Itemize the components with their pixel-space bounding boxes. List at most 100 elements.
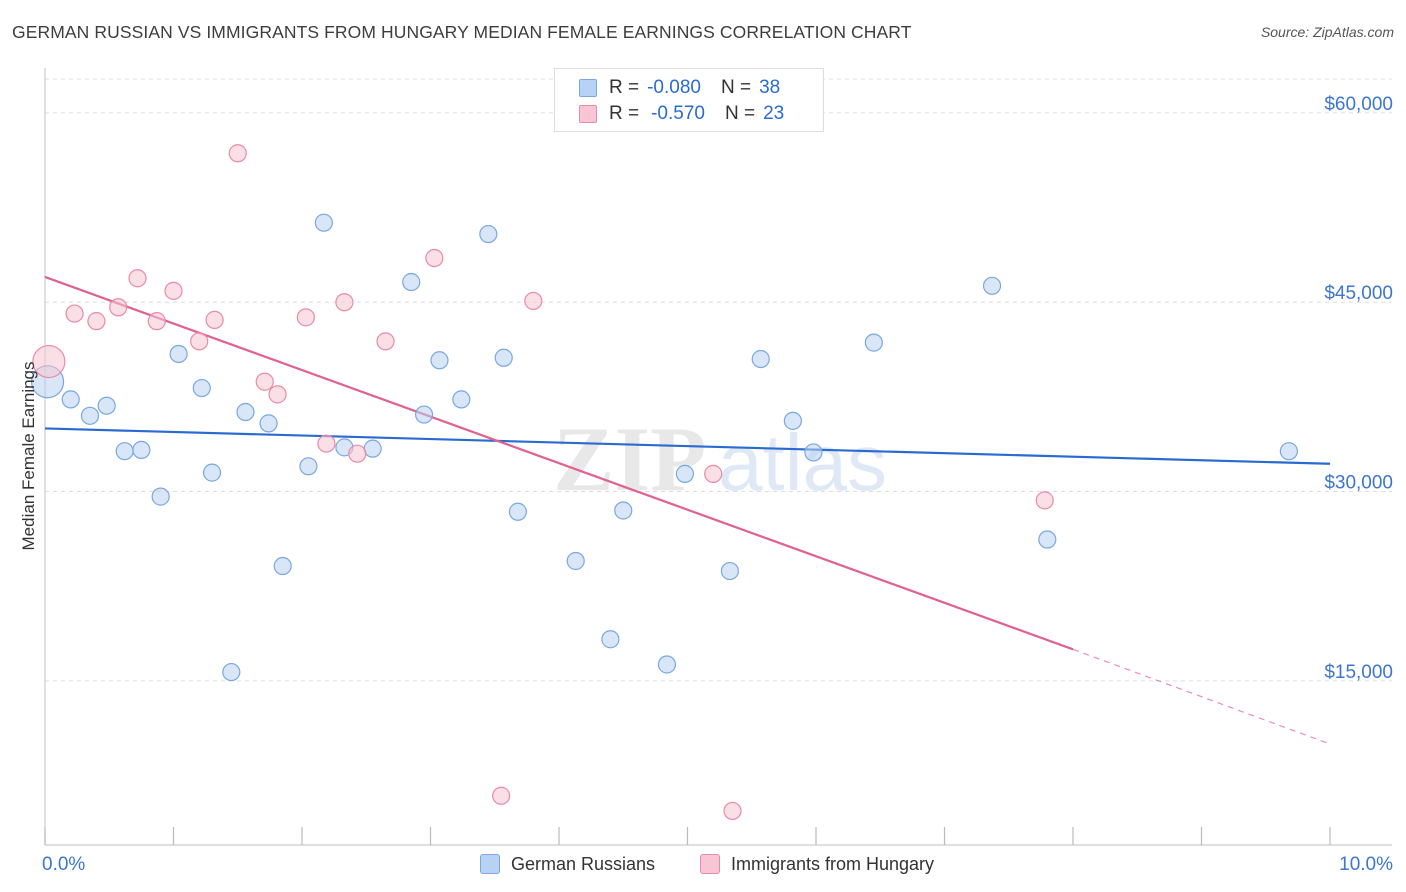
point-immigrants-hungary bbox=[228, 144, 247, 163]
legend-swatch-pink bbox=[579, 105, 597, 123]
point-german-russians bbox=[236, 402, 255, 422]
point-german-russians bbox=[169, 344, 188, 364]
y-tick-label: $45,000 bbox=[1324, 283, 1393, 304]
point-immigrants-hungary bbox=[147, 312, 166, 331]
bottom-legend-label: Immigrants from Hungary bbox=[731, 853, 935, 874]
bottom-legend-german-russians: German Russians bbox=[480, 852, 655, 876]
point-german-russians bbox=[97, 396, 116, 415]
legend-n-label: N = bbox=[724, 103, 756, 124]
x-tick-labels: 0.0% 10.0% bbox=[42, 854, 1393, 875]
watermark: ZIP atlas bbox=[553, 408, 887, 510]
point-immigrants-hungary bbox=[190, 332, 209, 351]
legend-row-german-russians: R = -0.080 N = 38 bbox=[579, 77, 780, 99]
x-tick-label: 0.0% bbox=[42, 854, 85, 875]
point-immigrants-hungary bbox=[348, 444, 367, 463]
legend-n-value: 23 bbox=[763, 103, 785, 124]
trend-line-extension bbox=[1072, 648, 1331, 745]
point-german-russians bbox=[1038, 530, 1057, 549]
point-german-russians bbox=[202, 463, 222, 482]
point-immigrants-hungary bbox=[32, 344, 66, 379]
point-german-russians bbox=[566, 551, 585, 571]
point-immigrants-hungary bbox=[65, 304, 84, 323]
point-german-russians bbox=[80, 406, 100, 425]
point-immigrants-hungary bbox=[296, 308, 315, 327]
point-german-russians bbox=[192, 378, 211, 398]
legend-swatch-blue bbox=[579, 79, 597, 97]
trend-line-immigrants-hungary bbox=[44, 275, 1074, 651]
point-german-russians bbox=[314, 213, 333, 232]
point-german-russians bbox=[614, 501, 633, 520]
point-german-russians bbox=[675, 464, 695, 483]
point-german-russians bbox=[273, 556, 292, 576]
legend-n-label: N = bbox=[720, 77, 752, 98]
bottom-legend-swatch-pink bbox=[700, 854, 720, 874]
trend-line-german-russians bbox=[44, 427, 1331, 465]
point-german-russians bbox=[864, 333, 883, 352]
point-german-russians bbox=[1279, 442, 1298, 461]
point-immigrants-hungary bbox=[524, 291, 543, 311]
point-german-russians bbox=[982, 276, 1002, 295]
bottom-legend-label: German Russians bbox=[511, 853, 656, 874]
bottom-legend-immigrants-hungary: Immigrants from Hungary bbox=[700, 852, 934, 876]
correlation-legend: R = -0.080 N = 38 R = -0.570 N = 23 bbox=[554, 68, 824, 132]
point-german-russians bbox=[508, 502, 527, 521]
trend-lines bbox=[44, 275, 1331, 745]
point-immigrants-hungary bbox=[492, 786, 511, 805]
legend-row-immigrants-hungary: R = -0.570 N = 23 bbox=[579, 103, 784, 125]
legend-r-label: R = bbox=[609, 103, 640, 124]
y-tick-label: $30,000 bbox=[1324, 473, 1393, 494]
chart-source: Source: ZipAtlas.com bbox=[1260, 24, 1394, 40]
watermark-atlas: atlas bbox=[718, 418, 887, 507]
point-german-russians bbox=[363, 439, 382, 458]
watermark-zip: ZIP bbox=[553, 408, 706, 510]
y-tick-label: $15,000 bbox=[1324, 662, 1393, 683]
point-german-russians bbox=[222, 662, 241, 682]
point-german-russians bbox=[414, 405, 434, 424]
point-german-russians bbox=[430, 351, 449, 370]
point-german-russians bbox=[452, 390, 471, 409]
point-german-russians bbox=[720, 561, 740, 581]
point-immigrants-hungary bbox=[164, 281, 183, 300]
y-tick-label: $60,000 bbox=[1324, 94, 1393, 115]
gridlines bbox=[45, 78, 1392, 682]
point-german-russians bbox=[299, 457, 318, 476]
point-german-russians bbox=[751, 349, 770, 369]
point-german-russians bbox=[132, 440, 151, 460]
legend-r-label: R = bbox=[609, 77, 640, 98]
point-german-russians bbox=[804, 443, 823, 462]
point-immigrants-hungary bbox=[128, 269, 147, 288]
point-immigrants-hungary bbox=[335, 293, 354, 312]
legend-n-value: 38 bbox=[759, 77, 781, 98]
point-german-russians bbox=[657, 655, 677, 674]
point-german-russians bbox=[151, 487, 170, 506]
chart-title: GERMAN RUSSIAN VS IMMIGRANTS FROM HUNGAR… bbox=[12, 22, 912, 42]
y-tick-labels: $15,000 $30,000 $45,000 $60,000 bbox=[1324, 94, 1393, 683]
point-immigrants-hungary bbox=[704, 464, 723, 483]
point-german-russians bbox=[402, 272, 421, 292]
point-german-russians bbox=[601, 630, 620, 649]
x-tick-label: 10.0% bbox=[1339, 854, 1393, 875]
point-immigrants-hungary bbox=[205, 310, 224, 329]
legend-r-value: -0.570 bbox=[651, 103, 705, 124]
axes bbox=[44, 68, 1392, 846]
point-immigrants-hungary bbox=[1035, 491, 1054, 510]
point-german-russians bbox=[259, 414, 278, 433]
point-immigrants-hungary bbox=[425, 248, 444, 268]
y-axis-label: Median Female Earnings bbox=[19, 362, 38, 551]
point-immigrants-hungary bbox=[723, 801, 742, 821]
point-immigrants-hungary bbox=[268, 385, 287, 404]
point-immigrants-hungary bbox=[317, 434, 336, 453]
point-immigrants-hungary bbox=[87, 312, 106, 331]
point-german-russians bbox=[783, 411, 802, 430]
point-german-russians bbox=[61, 390, 80, 409]
point-german-russians bbox=[115, 442, 134, 461]
point-immigrants-hungary bbox=[109, 298, 128, 317]
data-points bbox=[30, 144, 1298, 821]
point-german-russians bbox=[494, 348, 513, 367]
point-immigrants-hungary bbox=[255, 372, 274, 391]
point-immigrants-hungary bbox=[376, 332, 395, 351]
legend-r-value: -0.080 bbox=[647, 77, 701, 98]
bottom-legend-swatch-blue bbox=[480, 854, 500, 874]
point-german-russians bbox=[479, 224, 498, 244]
